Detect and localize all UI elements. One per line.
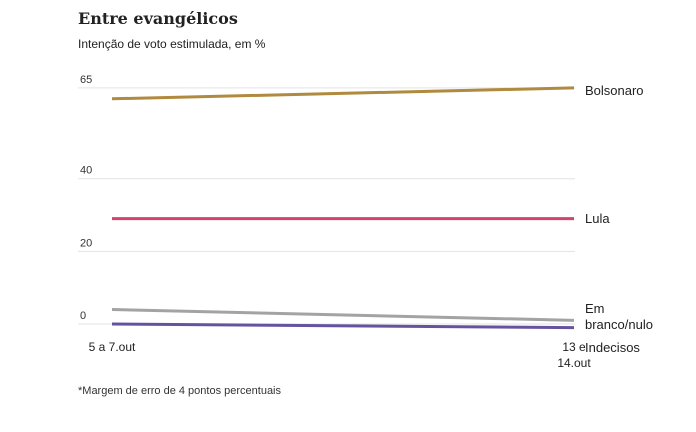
x-tick-label: 13 e 14.out <box>557 340 591 370</box>
chart-subtitle: Intenção de voto estimulada, em % <box>78 37 266 51</box>
series-line <box>111 307 575 322</box>
chart-title: Entre evangélicos <box>78 9 238 28</box>
series-line <box>111 86 575 101</box>
series-label: Bolsonaro <box>585 83 644 98</box>
series-label: Lula <box>585 211 610 226</box>
series-label: Em branco/nulo <box>585 301 653 332</box>
line-chart: 0 20 40 65 Bolsonaro Lula Em branco/nulo Indecis… <box>78 74 653 370</box>
y-tick-label: 65 <box>80 74 92 86</box>
y-tick-label: 0 <box>80 310 86 322</box>
y-tick-label: 20 <box>80 237 92 249</box>
footnote: *Margem de erro de 4 pontos percentuais <box>78 385 282 397</box>
series-line <box>111 322 575 330</box>
series-label: Indecisos <box>585 340 640 355</box>
x-tick-label: 5 a 7.out <box>89 340 136 354</box>
y-tick-label: 40 <box>80 165 92 177</box>
